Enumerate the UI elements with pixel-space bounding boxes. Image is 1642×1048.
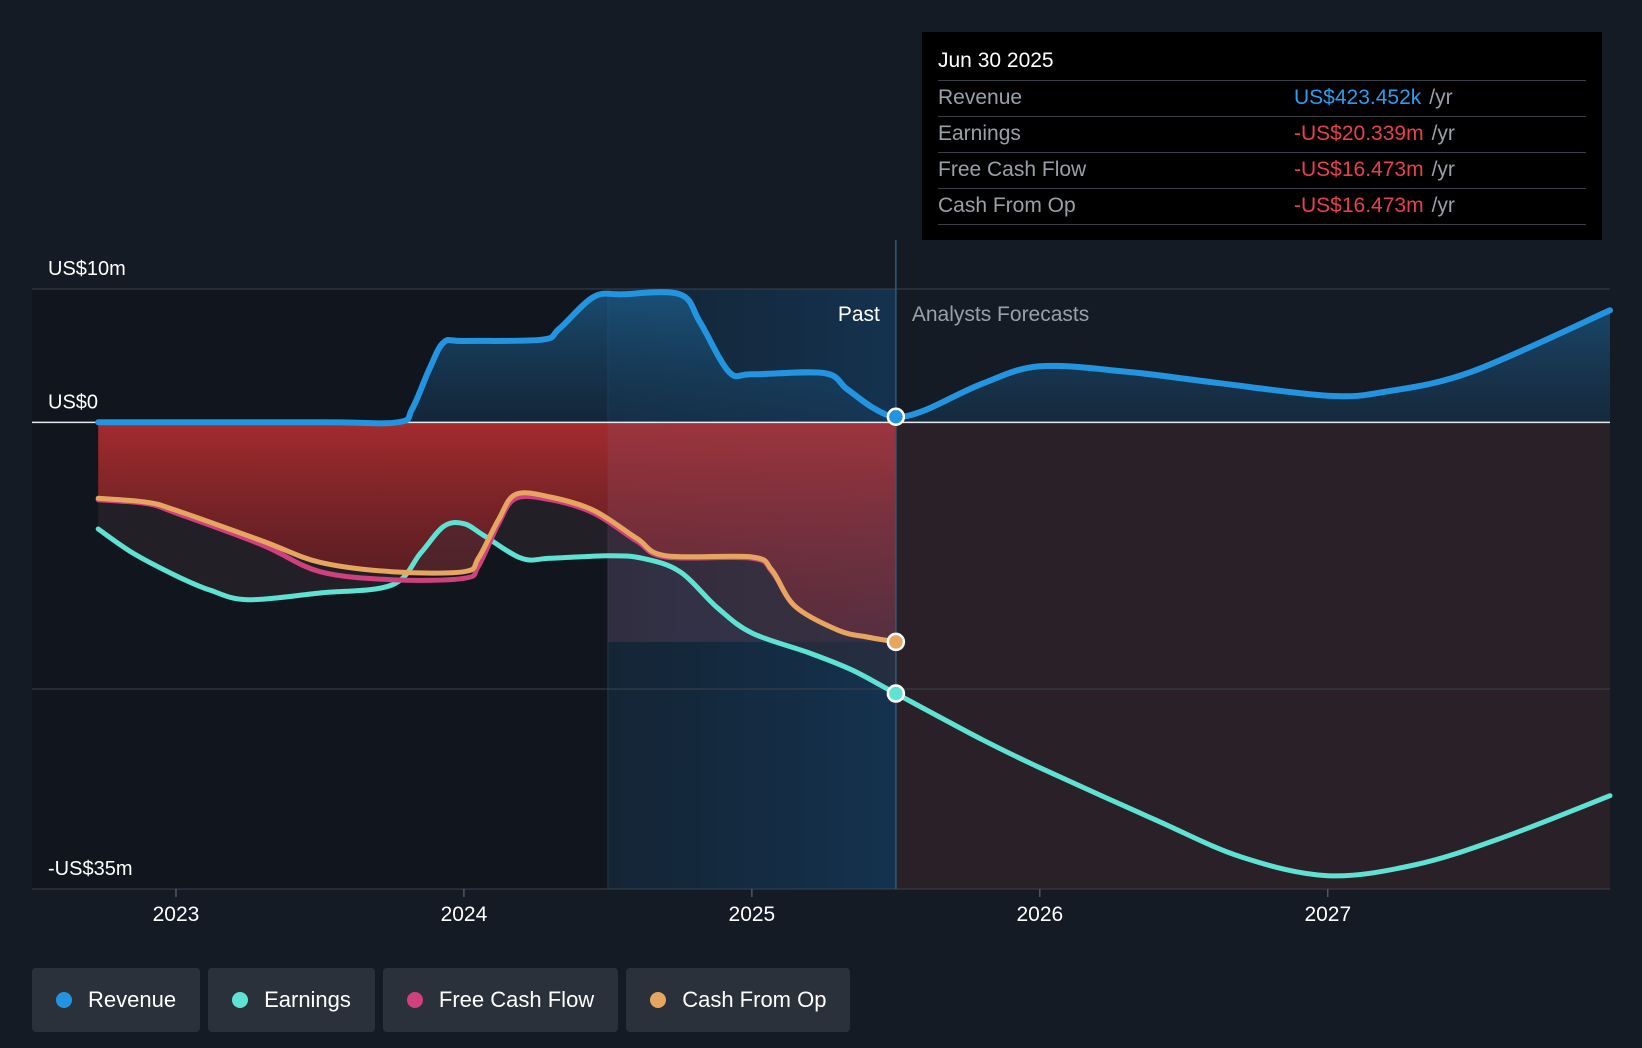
legend-label: Revenue [88,987,177,1012]
tooltip-label: Earnings [938,122,1021,145]
band-tint [607,422,896,642]
tooltip-row-revenue: Revenue US$423.452k /yr [938,81,1586,117]
tooltip-unit: /yr [1431,122,1455,145]
y-axis-label: -US$35m [48,858,132,880]
tooltip-value: US$423.452k [1294,86,1422,109]
forecast-label: Analysts Forecasts [912,303,1089,326]
past-negative-area [98,422,896,642]
legend-item-cash-from-op[interactable]: Cash From Op [626,968,851,1032]
y-axis-label: US$10m [48,258,126,280]
tooltip-date: Jun 30 2025 [938,46,1586,81]
revenue-line [95,289,1613,427]
y-axis-label: US$0 [48,391,98,413]
tooltip-unit: /yr [1431,158,1455,181]
x-tick-label: 2026 [1016,903,1063,926]
past-label: Past [838,303,880,326]
tooltip-unit: /yr [1429,86,1453,109]
legend-label: Free Cash Flow [438,987,595,1012]
tooltip-value: -US$16.473m [1294,158,1424,181]
x-tick-label: 2027 [1304,903,1351,926]
tooltip-row-earnings: Earnings -US$20.339m /yr [938,117,1586,153]
tooltip-label: Cash From Op [938,194,1076,217]
x-tick-label: 2025 [729,903,776,926]
legend-item-revenue[interactable]: Revenue [32,968,201,1032]
forecast-negative-bg [895,422,1610,889]
x-tick-label: 2023 [153,903,200,926]
tooltip-label: Free Cash Flow [938,158,1087,181]
tooltip-unit: /yr [1431,194,1455,217]
cash-from-op-marker [886,632,906,652]
legend-dot-icon [232,992,249,1008]
earnings-line [95,520,1613,879]
cash-from-op-line [95,490,899,645]
legend-dot-icon [650,992,667,1008]
hover-tooltip: Jun 30 2025 Revenue US$423.452k /yr Earn… [922,32,1602,240]
legend-dot-icon [406,992,423,1008]
tooltip-value: -US$16.473m [1294,194,1424,217]
legend: Revenue Earnings Free Cash Flow Cash Fro… [32,968,851,1032]
tooltip-row-free-cash-flow: Free Cash Flow -US$16.473m /yr [938,153,1586,189]
tooltip-value: -US$20.339m [1294,122,1424,145]
legend-label: Earnings [264,987,351,1012]
x-tick-label: 2024 [441,903,488,926]
revenue-area [98,292,1611,424]
tooltip-row-cash-from-op: Cash From Op -US$16.473m /yr [938,189,1586,225]
legend-item-free-cash-flow[interactable]: Free Cash Flow [382,968,619,1032]
legend-label: Cash From Op [682,987,827,1012]
legend-dot-icon [56,992,72,1008]
legend-item-earnings[interactable]: Earnings [208,968,375,1032]
revenue-marker [886,407,906,426]
earnings-marker [886,684,906,703]
tooltip-label: Revenue [938,86,1023,109]
